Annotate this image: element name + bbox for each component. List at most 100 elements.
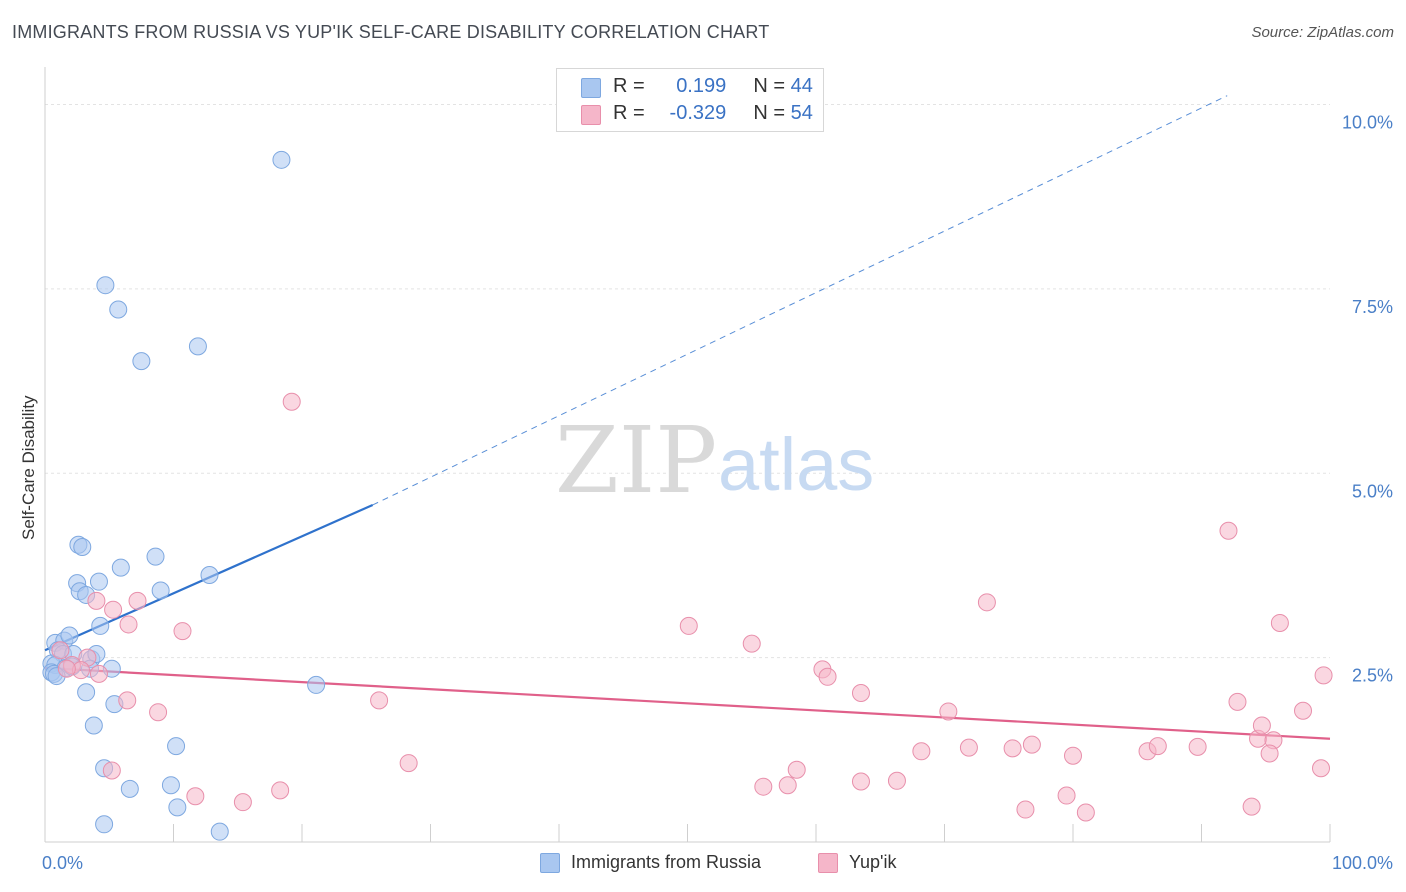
point-russia [210, 822, 229, 841]
legend-swatch-russia [581, 78, 601, 98]
point-yupik [1188, 737, 1207, 756]
point-yupik [233, 793, 252, 812]
chart-title: IMMIGRANTS FROM RUSSIA VS YUP'IK SELF-CA… [12, 22, 770, 42]
point-yupik [778, 776, 797, 795]
point-yupik [1003, 739, 1022, 758]
legend-n-label: N = [753, 75, 786, 97]
point-yupik [1314, 666, 1333, 685]
point-russia [91, 616, 110, 635]
point-yupik [104, 600, 123, 619]
watermark-zip: ZIP [555, 407, 717, 514]
point-yupik [87, 591, 106, 610]
point-yupik [939, 702, 958, 721]
point-yupik [57, 659, 76, 678]
point-russia [109, 300, 128, 319]
bottom-legend-swatch-russia [540, 853, 560, 873]
point-yupik [282, 392, 301, 411]
point-yupik [1064, 746, 1082, 765]
source-credit: Source: ZipAtlas.com [1251, 24, 1394, 41]
legend-n-value-russia: 44 [790, 75, 813, 97]
point-yupik [754, 777, 773, 796]
point-russia [95, 815, 114, 834]
x-tick-label: 100.0% [1332, 853, 1393, 873]
point-yupik [1057, 786, 1076, 805]
point-yupik [51, 641, 70, 660]
point-russia [146, 547, 165, 566]
point-russia [132, 352, 151, 371]
point-yupik [186, 787, 205, 806]
point-russia [96, 276, 115, 295]
point-russia [89, 572, 108, 591]
legend-r-label: R = [613, 102, 645, 124]
point-yupik [118, 691, 137, 710]
point-russia [272, 150, 291, 169]
point-yupik [851, 684, 870, 703]
point-yupik [89, 664, 108, 683]
point-russia [188, 337, 207, 356]
y-tick-label: 2.5% [1352, 666, 1393, 686]
point-yupik [887, 771, 906, 790]
point-russia [111, 558, 130, 577]
point-yupik [119, 615, 138, 634]
point-russia [168, 798, 187, 817]
axes [44, 67, 1331, 843]
point-yupik [173, 622, 192, 641]
legend-r-value-yupik: -0.329 [669, 102, 727, 124]
gridlines [45, 104, 1330, 659]
point-yupik [149, 703, 168, 722]
point-yupik [370, 691, 389, 710]
point-yupik [1148, 737, 1167, 756]
point-russia [73, 538, 92, 556]
point-yupik [1022, 735, 1041, 754]
point-russia [60, 626, 79, 645]
point-yupik [851, 772, 870, 791]
point-russia [84, 716, 103, 735]
point-yupik [742, 634, 761, 653]
point-yupik [1242, 797, 1261, 816]
point-russia [167, 737, 186, 756]
point-russia [200, 566, 219, 585]
point-yupik [128, 591, 147, 610]
point-yupik [271, 781, 290, 800]
legend-r-value-russia: 0.199 [676, 75, 727, 97]
point-yupik [1312, 759, 1331, 778]
point-yupik [399, 754, 418, 773]
point-yupik [977, 593, 996, 612]
point-yupik [102, 761, 121, 780]
point-yupik [679, 616, 698, 635]
point-yupik [912, 742, 931, 761]
point-russia [77, 683, 96, 702]
trend-line-extension-0 [372, 95, 1228, 506]
point-russia [307, 675, 326, 694]
point-yupik [1076, 803, 1095, 822]
point-yupik [1294, 701, 1313, 720]
tick-labels: 2.5% 5.0% 7.5% 10.0% 0.0% 100.0% [42, 113, 1393, 874]
y-tick-label: 5.0% [1352, 481, 1393, 501]
legend-swatch-yupik [581, 105, 601, 125]
y-axis-label: Self-Care Disability [19, 395, 38, 540]
point-russia [151, 581, 170, 600]
point-yupik [818, 667, 837, 686]
point-yupik [1219, 521, 1238, 540]
point-yupik [1270, 613, 1289, 632]
watermark-atlas: atlas [718, 423, 874, 506]
correlation-legend: R = 0.199 N = 44 R = -0.329 N = 54 [556, 68, 824, 132]
point-yupik [787, 760, 806, 779]
point-yupik [1016, 800, 1035, 819]
legend-r-label: R = [613, 75, 645, 97]
legend-n-label: N = [753, 102, 786, 124]
data-points [42, 150, 1333, 841]
watermark: ZIP atlas [555, 407, 874, 514]
bottom-legend-swatch-yupik [818, 853, 838, 873]
point-yupik [1228, 692, 1247, 711]
trend-line-1 [44, 666, 1331, 740]
bottom-legend-label-russia: Immigrants from Russia [571, 852, 762, 872]
y-tick-label: 7.5% [1352, 297, 1393, 317]
point-yupik [959, 738, 978, 757]
y-tick-label: 10.0% [1342, 113, 1393, 133]
point-russia [120, 779, 139, 798]
point-russia [161, 776, 180, 795]
point-yupik [1260, 744, 1279, 763]
legend-n-value-yupik: 54 [790, 102, 813, 124]
